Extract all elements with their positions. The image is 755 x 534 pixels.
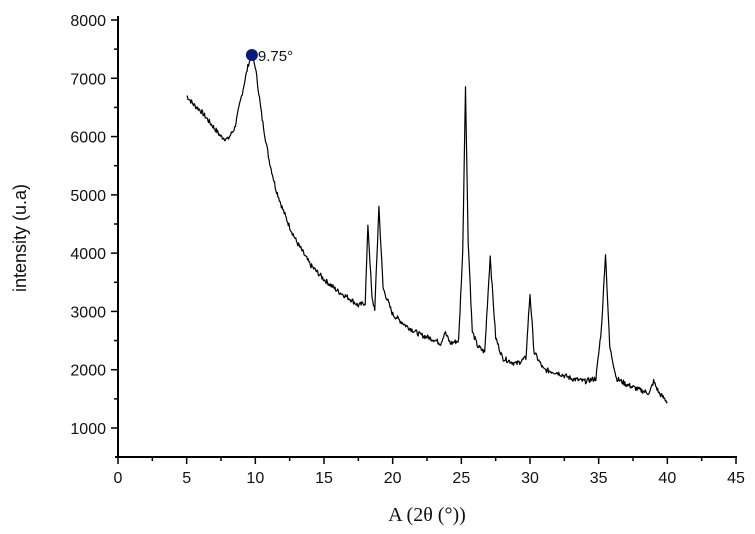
x-tick-label: 0	[114, 470, 123, 487]
y-axis-title: intensity (u.a)	[10, 184, 30, 292]
y-tick-label: 3000	[70, 304, 106, 321]
x-tick-label: 10	[246, 470, 264, 487]
y-tick-label: 2000	[70, 363, 106, 380]
axes	[111, 16, 737, 464]
x-axis-title: A (2θ (°))	[388, 504, 466, 526]
peak-annotation: 9.75°	[245, 48, 293, 65]
peak-marker-icon	[245, 49, 258, 61]
y-tick-label: 1000	[70, 421, 106, 438]
y-tick-label: 5000	[70, 188, 106, 205]
x-tick-label: 20	[384, 470, 402, 487]
y-tick-label: 8000	[70, 13, 106, 30]
data-series-line	[186, 52, 668, 404]
xrd-line	[186, 52, 668, 404]
x-tick-label: 40	[658, 470, 676, 487]
x-tick-label: 45	[727, 470, 745, 487]
peak-label: 9.75°	[258, 48, 293, 65]
x-tick-label: 15	[315, 470, 333, 487]
x-tick-label: 5	[182, 470, 191, 487]
x-tick-label: 25	[452, 470, 470, 487]
x-tick-label: 30	[521, 470, 539, 487]
y-tick-label: 4000	[70, 246, 106, 263]
tick-labels: 1000 2000 3000 4000 5000 6000 7000 8000 0 5 10 15 20…	[70, 13, 745, 487]
y-tick-label: 7000	[70, 71, 106, 88]
x-tick-label: 35	[590, 470, 608, 487]
y-tick-label: 6000	[70, 130, 106, 147]
